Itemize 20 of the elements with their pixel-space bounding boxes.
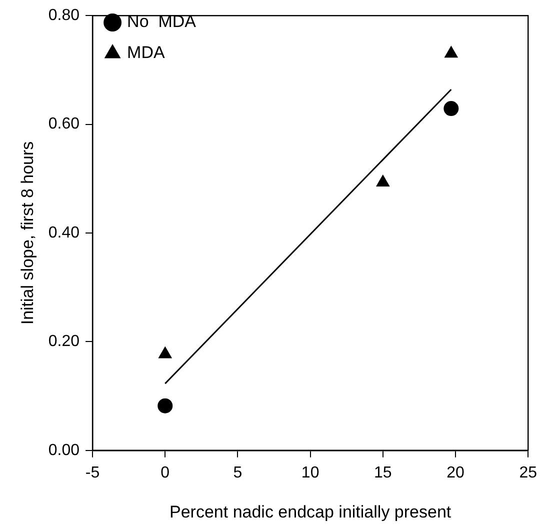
x-tick-label: 10 xyxy=(301,464,320,482)
point xyxy=(158,346,172,358)
x-tick-label: 15 xyxy=(374,464,392,482)
x-tick-label: 20 xyxy=(446,464,465,482)
point xyxy=(158,398,173,414)
x-tick-label: 0 xyxy=(160,464,170,482)
y-tick-label: 0.80 xyxy=(48,7,80,24)
x-tick-label: -5 xyxy=(85,464,100,482)
x-tick-label: 5 xyxy=(233,464,242,482)
x-tick-label: 25 xyxy=(519,464,538,482)
x-axis-title: Percent nadic endcap initially present xyxy=(170,502,452,522)
point xyxy=(376,174,390,186)
y-axis-title: Initial slope, first 8 hours xyxy=(18,141,37,325)
legend-label: No MDA xyxy=(127,12,197,32)
y-tick-label: 0.00 xyxy=(48,442,80,459)
point xyxy=(444,46,458,58)
y-tick-label: 0.60 xyxy=(48,116,80,133)
legend-label: MDA xyxy=(127,43,166,62)
y-tick-label: 0.20 xyxy=(48,333,80,350)
y-tick-label: 0.40 xyxy=(48,224,80,242)
